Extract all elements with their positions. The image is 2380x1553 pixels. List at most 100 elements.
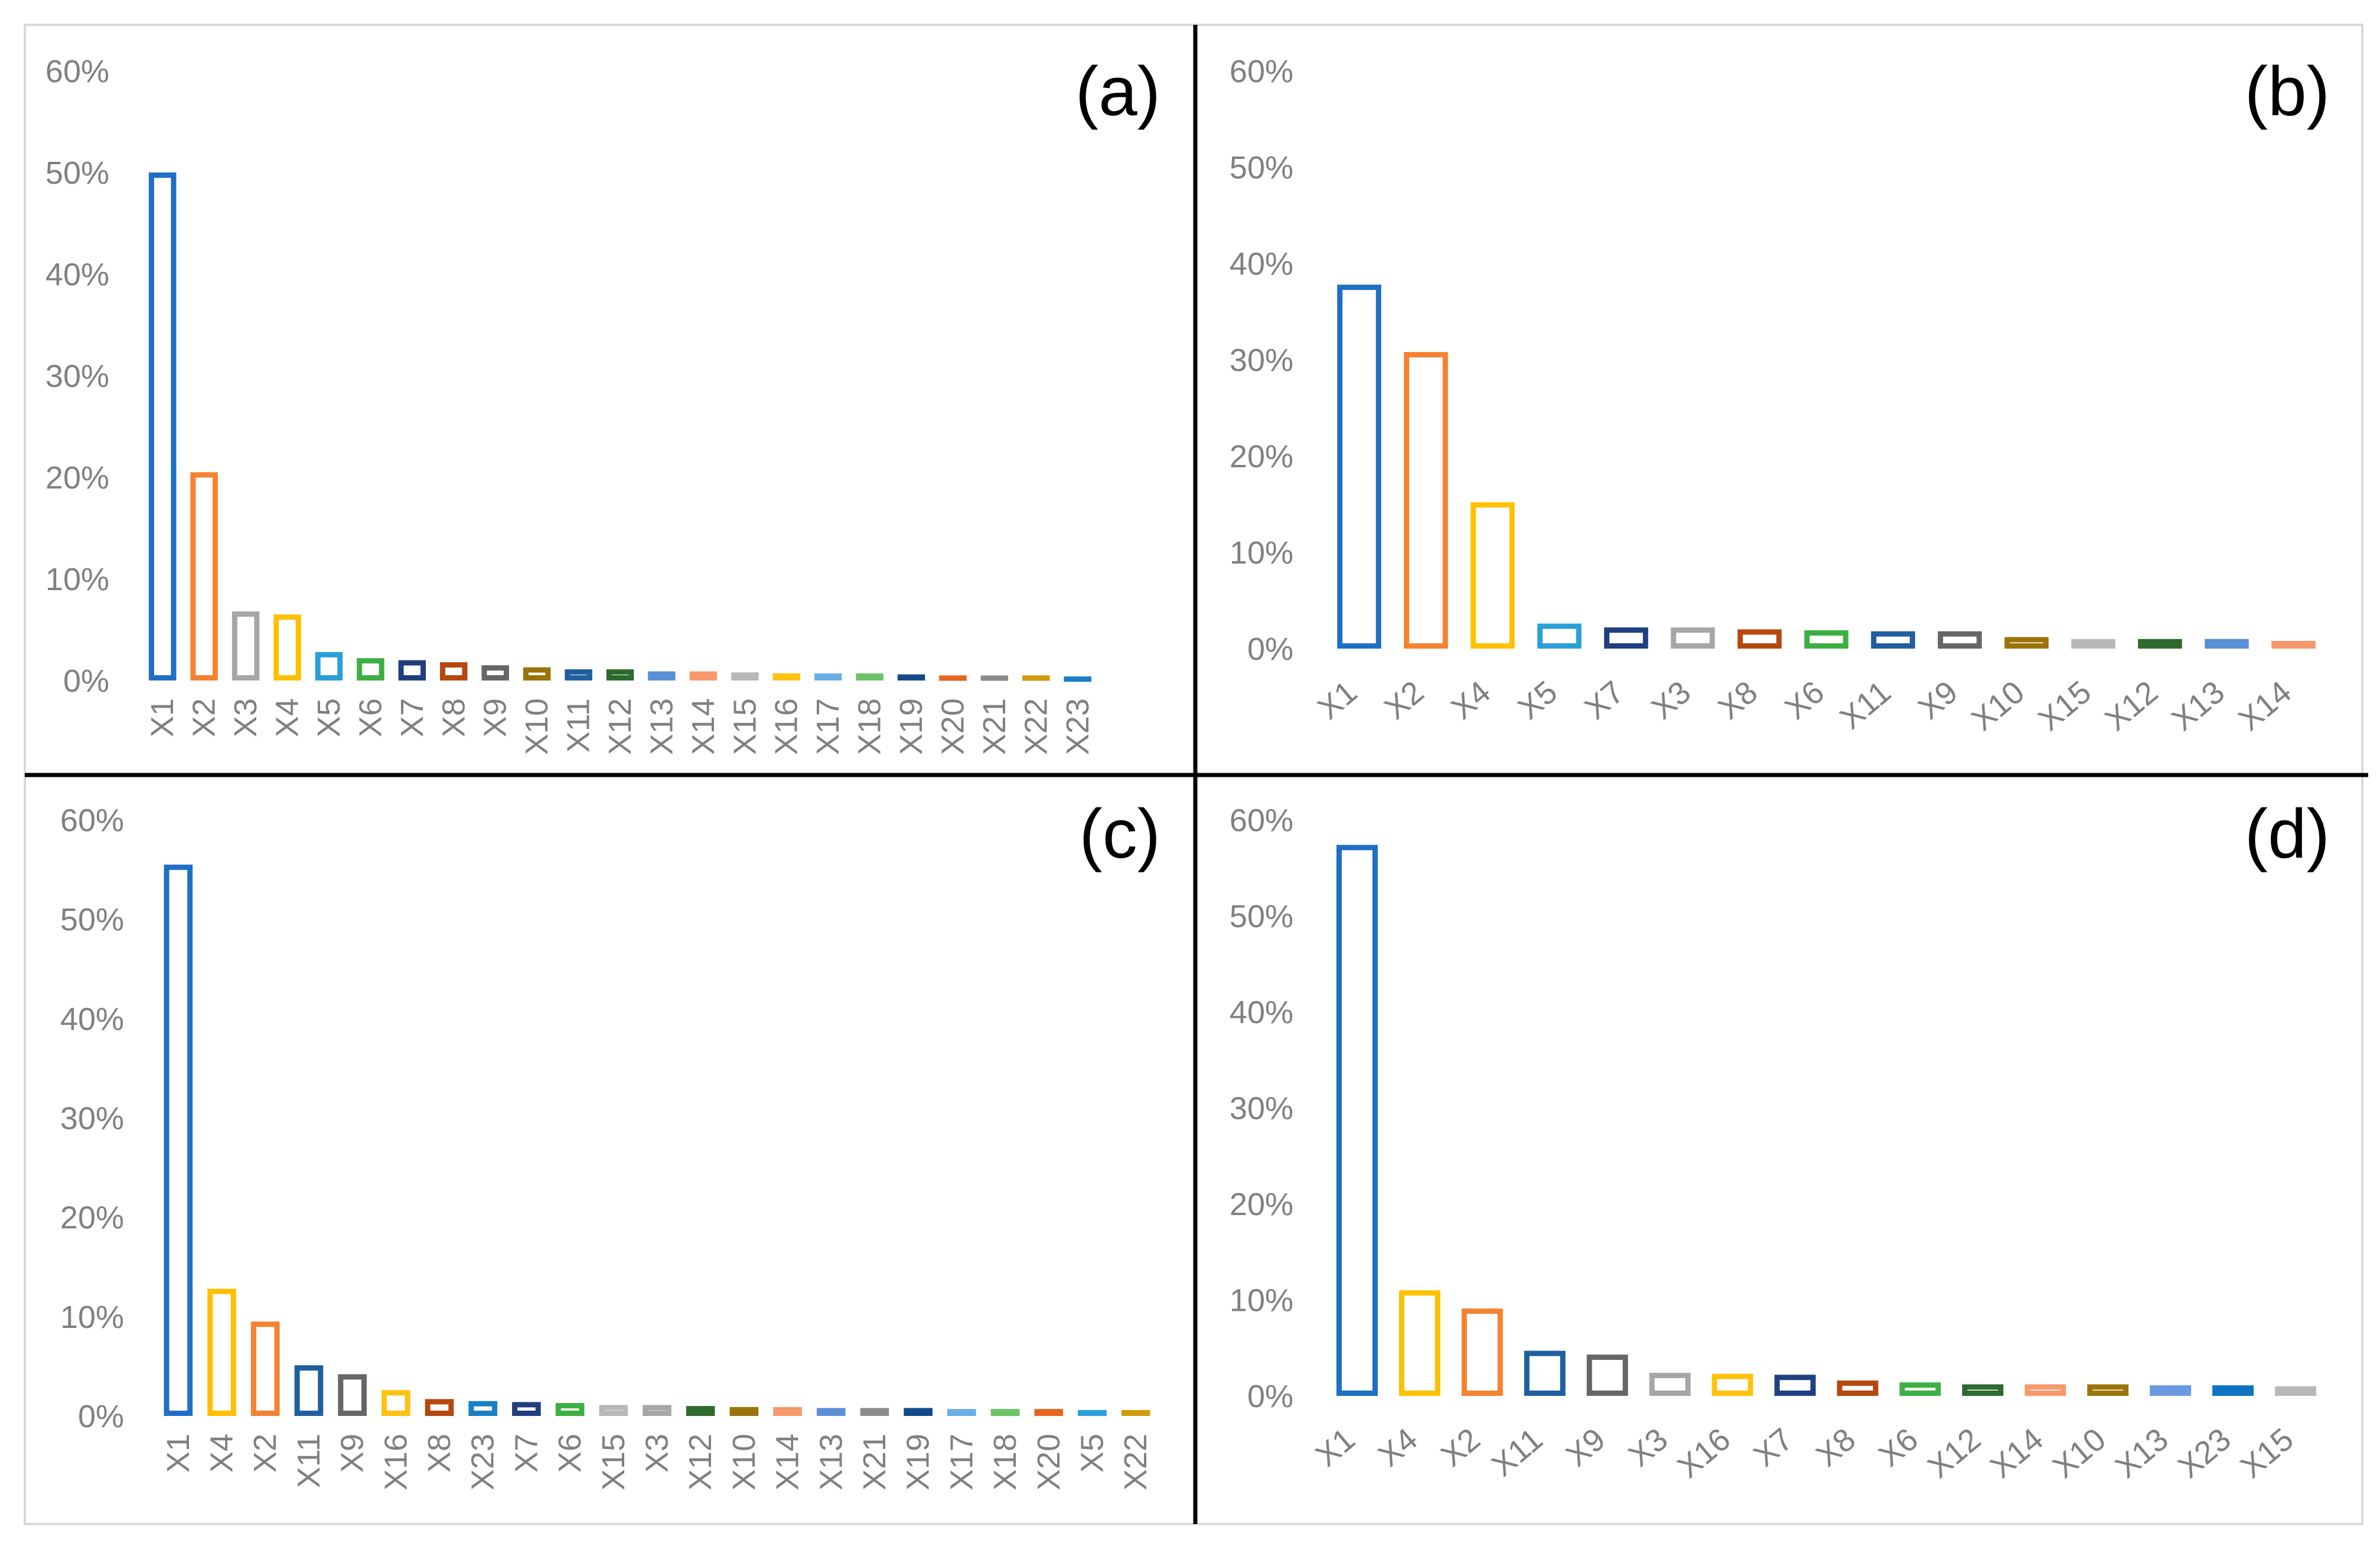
x-tick-label: X12 bbox=[1921, 1421, 1987, 1485]
x-tick-label: X6 bbox=[353, 698, 388, 737]
bar-X1 bbox=[167, 867, 190, 1413]
bar-X4 bbox=[276, 617, 298, 678]
x-tick-label: X13 bbox=[2165, 674, 2231, 738]
x-tick-label: X7 bbox=[1747, 1421, 1799, 1473]
y-tick-label: 50% bbox=[60, 902, 124, 937]
y-tick-label: 0% bbox=[78, 1399, 124, 1434]
y-tick-label: 40% bbox=[60, 1001, 124, 1037]
x-tick-label: X13 bbox=[813, 1434, 849, 1490]
bar-X18 bbox=[859, 676, 881, 678]
x-tick-label: X23 bbox=[2172, 1421, 2238, 1485]
x-tick-label: X15 bbox=[2234, 1421, 2300, 1485]
panel-c-label: (c) bbox=[1079, 795, 1160, 873]
bar-X10 bbox=[2007, 640, 2046, 646]
bar-X2 bbox=[193, 475, 215, 678]
x-tick-label: X3 bbox=[1645, 674, 1697, 726]
x-tick-label: X7 bbox=[395, 698, 430, 737]
bar-X8 bbox=[443, 665, 465, 678]
x-tick-label: X1 bbox=[161, 1434, 196, 1473]
bar-X17 bbox=[817, 676, 839, 678]
bar-X15 bbox=[2074, 642, 2113, 646]
bar-X14 bbox=[2027, 1387, 2063, 1394]
y-tick-label: 10% bbox=[60, 1300, 124, 1335]
x-tick-label: X14 bbox=[686, 698, 721, 755]
bar-X16 bbox=[775, 676, 797, 678]
x-tick-label: X15 bbox=[727, 698, 762, 755]
x-tick-label: X4 bbox=[204, 1434, 240, 1473]
bar-X8 bbox=[1840, 1383, 1876, 1394]
bar-X8 bbox=[1740, 632, 1779, 646]
x-tick-label: X8 bbox=[1711, 674, 1764, 726]
bar-X13 bbox=[2208, 642, 2247, 646]
bar-X5 bbox=[1540, 626, 1579, 646]
x-tick-label: X12 bbox=[602, 698, 638, 755]
bar-X3 bbox=[234, 614, 256, 678]
bar-X5 bbox=[1081, 1412, 1104, 1413]
bar-X5 bbox=[318, 655, 340, 678]
y-tick-label: 40% bbox=[1230, 246, 1293, 282]
bar-X15 bbox=[734, 675, 756, 678]
x-tick-label: X8 bbox=[436, 698, 471, 737]
x-tick-label: X1 bbox=[145, 698, 180, 737]
y-tick-label: 10% bbox=[1230, 1283, 1293, 1318]
y-tick-label: 30% bbox=[1230, 1091, 1293, 1127]
bar-X2 bbox=[1464, 1311, 1500, 1394]
x-tick-label: X22 bbox=[1118, 1434, 1153, 1490]
bar-X14 bbox=[2274, 643, 2313, 646]
x-tick-label: X6 bbox=[1778, 674, 1831, 726]
bar-X10 bbox=[732, 1409, 756, 1413]
bar-X11 bbox=[297, 1368, 321, 1414]
y-tick-label: 0% bbox=[1247, 631, 1293, 667]
x-tick-label: X2 bbox=[1434, 1421, 1486, 1473]
x-tick-label: X5 bbox=[311, 698, 347, 737]
y-tick-label: 10% bbox=[45, 562, 109, 597]
x-tick-label: X9 bbox=[478, 698, 513, 737]
x-tick-label: X3 bbox=[1622, 1421, 1674, 1473]
x-tick-label: X16 bbox=[1671, 1421, 1737, 1485]
bar-X22 bbox=[1124, 1412, 1147, 1413]
x-tick-label: X4 bbox=[1371, 1421, 1424, 1473]
bar-X16 bbox=[384, 1393, 408, 1414]
bar-X15 bbox=[602, 1408, 625, 1413]
y-tick-label: 0% bbox=[1247, 1379, 1293, 1414]
bar-X4 bbox=[1473, 505, 1512, 646]
x-tick-label: X16 bbox=[378, 1434, 413, 1490]
y-tick-label: 50% bbox=[45, 155, 109, 191]
y-tick-label: 20% bbox=[1230, 439, 1293, 474]
bar-X12 bbox=[1965, 1387, 2001, 1394]
x-tick-label: X21 bbox=[977, 698, 1012, 755]
x-tick-label: X17 bbox=[944, 1434, 979, 1490]
x-tick-label: X20 bbox=[1031, 1434, 1067, 1490]
bar-X19 bbox=[900, 677, 922, 678]
x-tick-label: X23 bbox=[1060, 698, 1096, 755]
bar-X11 bbox=[1527, 1353, 1563, 1393]
bar-X6 bbox=[1902, 1385, 1938, 1394]
y-tick-label: 20% bbox=[45, 460, 109, 496]
bar-X12 bbox=[609, 672, 631, 678]
x-tick-label: X1 bbox=[1309, 1421, 1362, 1473]
x-tick-label: X22 bbox=[1018, 698, 1054, 755]
bar-X3 bbox=[645, 1408, 669, 1413]
x-tick-label: X19 bbox=[894, 698, 929, 755]
bar-X7 bbox=[1607, 630, 1646, 646]
bar-X17 bbox=[950, 1412, 974, 1414]
bar-X13 bbox=[819, 1411, 843, 1413]
bar-X13 bbox=[651, 674, 673, 678]
y-tick-label: 30% bbox=[1230, 343, 1293, 378]
x-tick-label: X16 bbox=[769, 698, 804, 755]
panel-b-label: (b) bbox=[2245, 53, 2330, 131]
y-tick-label: 60% bbox=[1230, 54, 1293, 89]
x-tick-label: X18 bbox=[987, 1434, 1023, 1490]
x-tick-label: X21 bbox=[857, 1434, 892, 1490]
bar-X7 bbox=[515, 1405, 539, 1414]
x-tick-label: X9 bbox=[335, 1434, 370, 1473]
x-tick-label: X3 bbox=[640, 1434, 675, 1473]
bar-X16 bbox=[1714, 1376, 1750, 1393]
x-tick-label: X19 bbox=[901, 1434, 936, 1490]
y-tick-label: 60% bbox=[60, 803, 124, 838]
bar-X21 bbox=[863, 1411, 886, 1413]
x-tick-label: X4 bbox=[270, 698, 305, 737]
x-tick-label: X5 bbox=[1074, 1434, 1110, 1473]
